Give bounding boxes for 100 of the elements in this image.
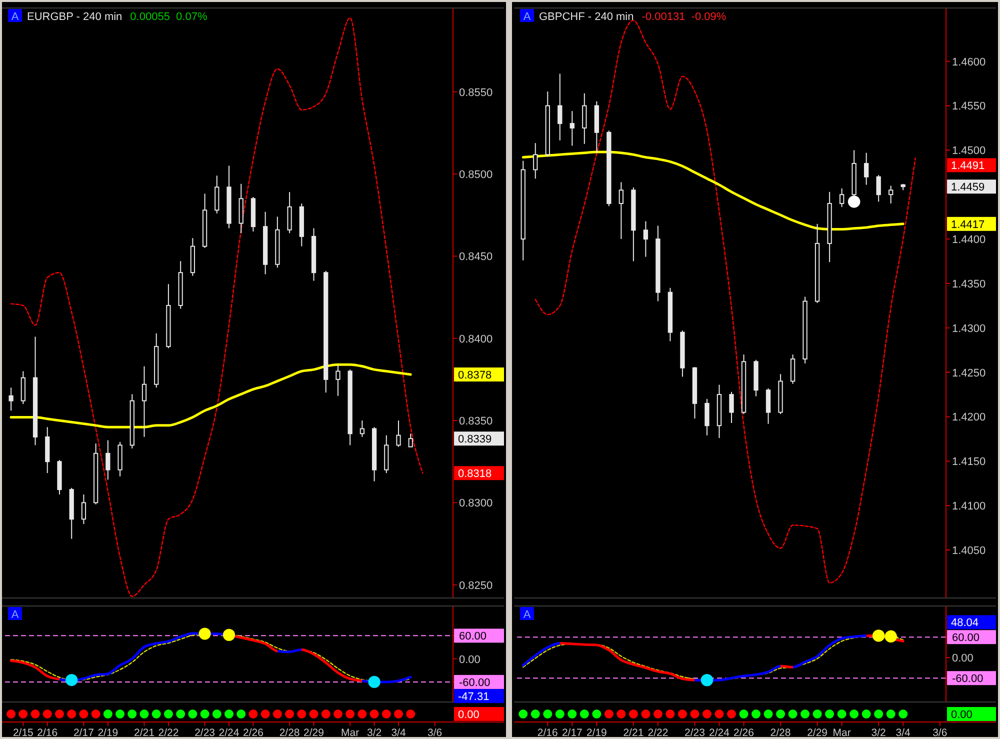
annotation: A <box>523 11 532 23</box>
line-series <box>10 363 412 428</box>
candlestick <box>178 260 183 310</box>
y-tick-label: 0.00 <box>952 652 974 665</box>
category-label: 2/28 <box>770 727 791 739</box>
category-label: 2/23 <box>194 727 216 739</box>
line-series <box>534 20 916 584</box>
point <box>222 628 236 641</box>
category-label: 2/21 <box>623 727 644 739</box>
category-label: 2/22 <box>158 727 179 739</box>
category-label: Mar <box>341 727 360 739</box>
candlestick <box>311 228 316 282</box>
candlestick <box>32 336 38 446</box>
text: 48.04 <box>951 617 979 630</box>
y-tick-label: 1.4550 <box>952 100 986 113</box>
candlestick <box>582 92 587 144</box>
category-label: 2/16 <box>37 727 58 739</box>
category-label: 2/21 <box>134 727 155 739</box>
candlestick <box>130 394 134 449</box>
y-tick-label: 1.4100 <box>952 500 986 513</box>
candlestick <box>299 203 304 247</box>
annotation: A <box>11 11 20 23</box>
y-tick-label: 0.8250 <box>459 580 493 592</box>
y-tick-label: 0.00 <box>459 654 480 666</box>
category-label: 2/29 <box>304 727 324 739</box>
category-label: 2/19 <box>586 727 608 739</box>
category-label: 3/6 <box>428 727 442 739</box>
category-label: 2/19 <box>98 727 118 739</box>
y-tick-label: 1.4250 <box>952 367 986 380</box>
candlestick <box>8 387 14 412</box>
candlestick <box>558 73 562 141</box>
text: 0.8318 <box>458 468 492 480</box>
chart-subtitle: -0.00131 -0.09% <box>642 11 726 23</box>
candlestick <box>360 420 365 438</box>
point <box>66 674 78 686</box>
candlestick <box>45 426 50 474</box>
category-label: 2/22 <box>648 727 668 739</box>
y-tick-label: 60.00 <box>459 630 487 643</box>
category-label: 2/15 <box>12 727 34 739</box>
category-label: 2/17 <box>562 727 583 739</box>
y-tick-label: 0.8550 <box>459 86 493 99</box>
point <box>700 674 714 686</box>
y-tick-label: 1.4350 <box>952 278 986 290</box>
y-tick-label: 1.4300 <box>952 322 986 335</box>
point <box>368 676 380 688</box>
candlestick <box>190 238 195 276</box>
candlestick <box>827 191 832 263</box>
candlestick <box>618 182 624 240</box>
text: 0.8378 <box>458 369 492 382</box>
chart-subtitle: 0.00055 0.07% <box>130 11 208 23</box>
category-label: 3/2 <box>366 727 382 739</box>
text: 1.4491 <box>951 160 985 172</box>
category-label: 2/24 <box>218 727 240 739</box>
annotation: A <box>523 609 532 621</box>
candlestick <box>336 364 340 396</box>
y-tick-label: 0.8450 <box>459 251 493 264</box>
category-label: 3/6 <box>932 727 948 739</box>
category-label: 2/17 <box>73 727 94 739</box>
category-label: 2/16 <box>537 727 558 739</box>
y-tick-label: 0.8500 <box>459 168 493 181</box>
candlestick <box>533 142 538 180</box>
line-series <box>522 150 904 230</box>
candlestick <box>142 366 147 438</box>
y-tick-label: 1.4050 <box>952 545 986 558</box>
category-label: 2/24 <box>709 727 730 739</box>
text: 0.8339 <box>458 434 492 446</box>
y-tick-label: 1.4200 <box>952 412 986 424</box>
text: 1.4417 <box>951 218 985 231</box>
category-label: 3/4 <box>896 727 911 739</box>
category-label: 2/29 <box>807 727 828 739</box>
y-tick-label: 1.4400 <box>952 234 986 246</box>
category-label: 3/2 <box>871 727 886 739</box>
chart-title: EURGBP - 240 min <box>27 11 122 23</box>
category-label: 2/28 <box>279 727 300 739</box>
text: 1.4459 <box>951 182 985 194</box>
y-tick-label: 1.4150 <box>952 456 986 468</box>
y-tick-label: 0.8300 <box>459 498 493 510</box>
category-label: 2/26 <box>242 727 264 739</box>
candlestick <box>214 175 220 214</box>
candlestick <box>570 110 574 146</box>
candlestick <box>864 152 869 186</box>
y-tick-label: 1.4500 <box>952 145 986 158</box>
chart-title: GBPCHF - 240 min <box>539 11 634 23</box>
y-tick-label: -60.00 <box>952 673 984 686</box>
point <box>198 628 211 640</box>
annotation: A <box>11 609 20 621</box>
y-tick-label: 0.8400 <box>459 333 493 346</box>
candlestick <box>238 183 244 234</box>
category-label: 2/26 <box>734 727 754 739</box>
point <box>884 630 897 643</box>
category-label: 3/4 <box>391 727 406 739</box>
text: -47.31 <box>458 691 490 704</box>
category-label: Mar <box>832 727 852 739</box>
candlestick <box>716 384 722 439</box>
y-tick-label: 60.00 <box>952 632 980 644</box>
candlestick <box>263 211 268 275</box>
category-label: 2/23 <box>684 727 706 739</box>
y-tick-label: 0.8350 <box>459 416 493 428</box>
y-tick-label: 1.4600 <box>952 56 986 68</box>
y-tick-label: -60.00 <box>459 676 490 689</box>
